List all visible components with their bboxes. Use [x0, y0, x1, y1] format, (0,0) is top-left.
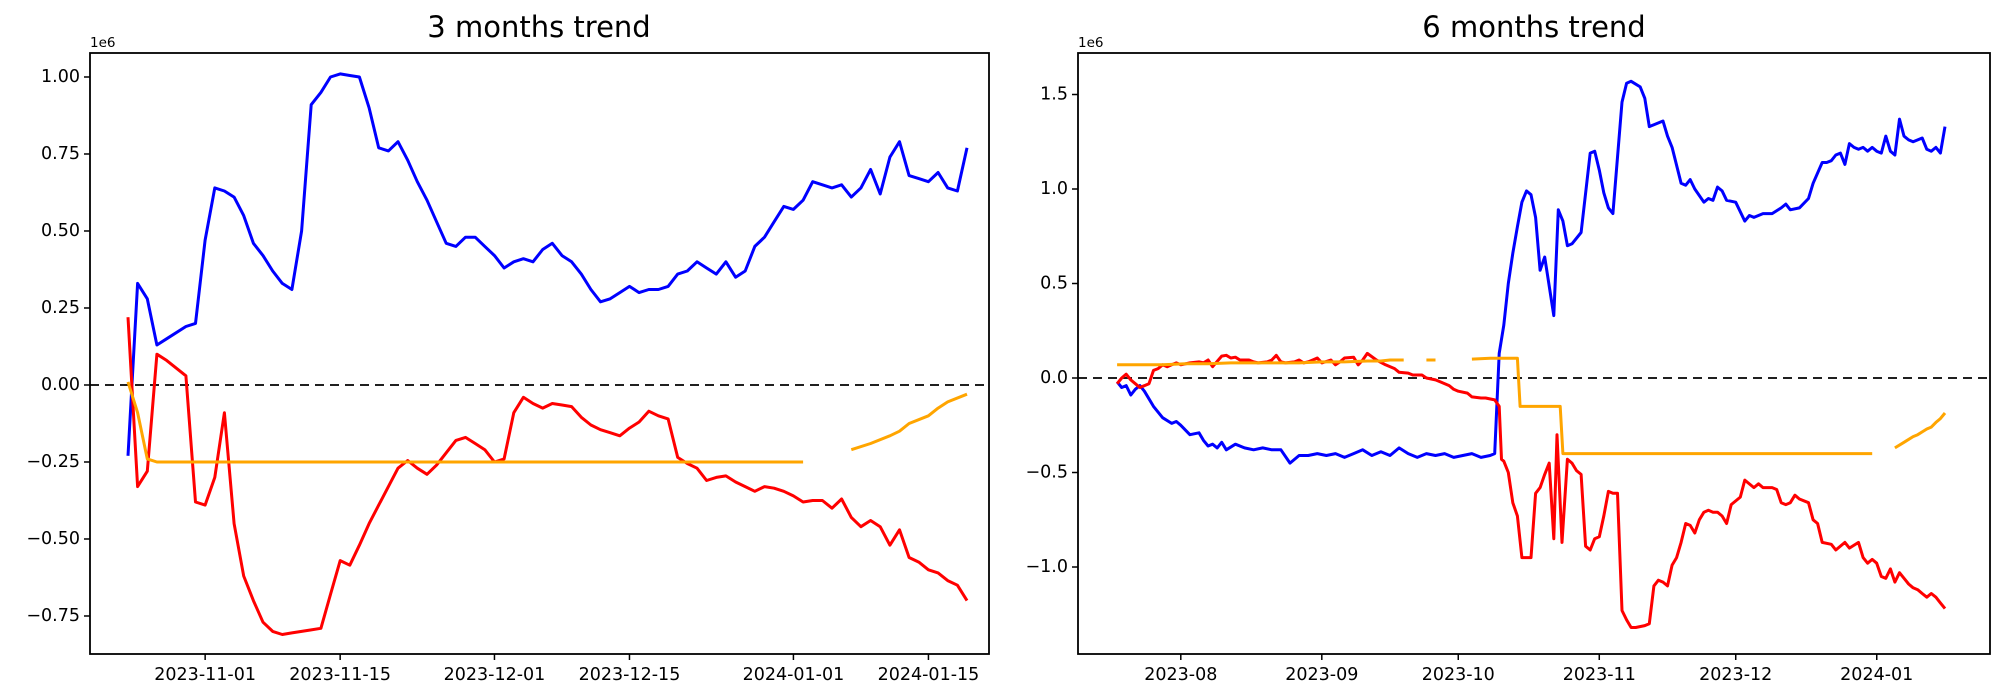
y-tick-label: 1.0 — [1040, 179, 1068, 199]
right-chart-title: 6 months trend — [1422, 10, 1645, 44]
x-tick-label: 2023-08 — [1144, 665, 1217, 685]
x-tick-label: 2024-01-15 — [878, 665, 980, 685]
x-tick-label: 2023-12-01 — [444, 665, 546, 685]
y-tick-label: 0.5 — [1040, 274, 1068, 294]
x-tick-label: 2024-01 — [1840, 665, 1913, 685]
chart-0-orange-series — [126, 381, 804, 464]
chart-1-orange-series — [1117, 358, 1404, 367]
chart-1-orange-series — [1894, 412, 1947, 450]
left-y-axis-multiplier: 1e6 — [90, 35, 115, 51]
charts-root: 2023-11-01 2023-11-15 2023-12-01 2023-12-15… — [26, 52, 1991, 685]
y-tick-label: −0.50 — [26, 529, 80, 549]
x-tick-label: 2023-09 — [1285, 665, 1358, 685]
x-tick-label: 2023-12 — [1699, 665, 1772, 685]
right-y-axis-multiplier: 1e6 — [1078, 35, 1103, 51]
chart-1-blue-series — [1115, 79, 1947, 465]
x-tick-label: 2023-11-01 — [154, 665, 256, 685]
y-tick-label: 0.25 — [41, 298, 80, 318]
chart-0-blue-series — [126, 72, 969, 456]
y-tick-label: 1.00 — [41, 67, 80, 87]
x-tick-label: 2023-11-15 — [289, 665, 391, 685]
chart-1-red-series — [1115, 351, 1947, 629]
y-tick-label: −0.5 — [1026, 463, 1069, 483]
chart-0-orange-series — [850, 392, 968, 452]
x-tick-label: 2024-01-01 — [743, 665, 845, 685]
y-tick-label: −1.0 — [1026, 557, 1069, 577]
chart-1-orange-series — [1471, 356, 1873, 456]
chart-1: 2023-08 2023-09 2023-10 2023-11 2023-12 2024-… — [1026, 52, 1991, 685]
axes-spines — [89, 52, 990, 655]
axes-spines — [1077, 52, 1991, 655]
x-tick-label: 2023-10 — [1422, 665, 1495, 685]
y-tick-label: 0.00 — [41, 375, 80, 395]
chart-0: 2023-11-01 2023-11-15 2023-12-01 2023-12-15… — [26, 52, 990, 685]
y-tick-label: 0.75 — [41, 144, 80, 164]
y-tick-label: −0.75 — [26, 606, 80, 626]
y-tick-label: −0.25 — [26, 452, 80, 472]
y-tick-label: 0.0 — [1040, 368, 1068, 388]
x-tick-label: 2023-11 — [1563, 665, 1636, 685]
chart-0-red-series — [126, 317, 969, 636]
y-tick-label: 1.5 — [1040, 85, 1068, 105]
x-tick-label: 2023-12-15 — [579, 665, 681, 685]
left-chart-title: 3 months trend — [427, 10, 650, 44]
y-tick-label: 0.50 — [41, 221, 80, 241]
